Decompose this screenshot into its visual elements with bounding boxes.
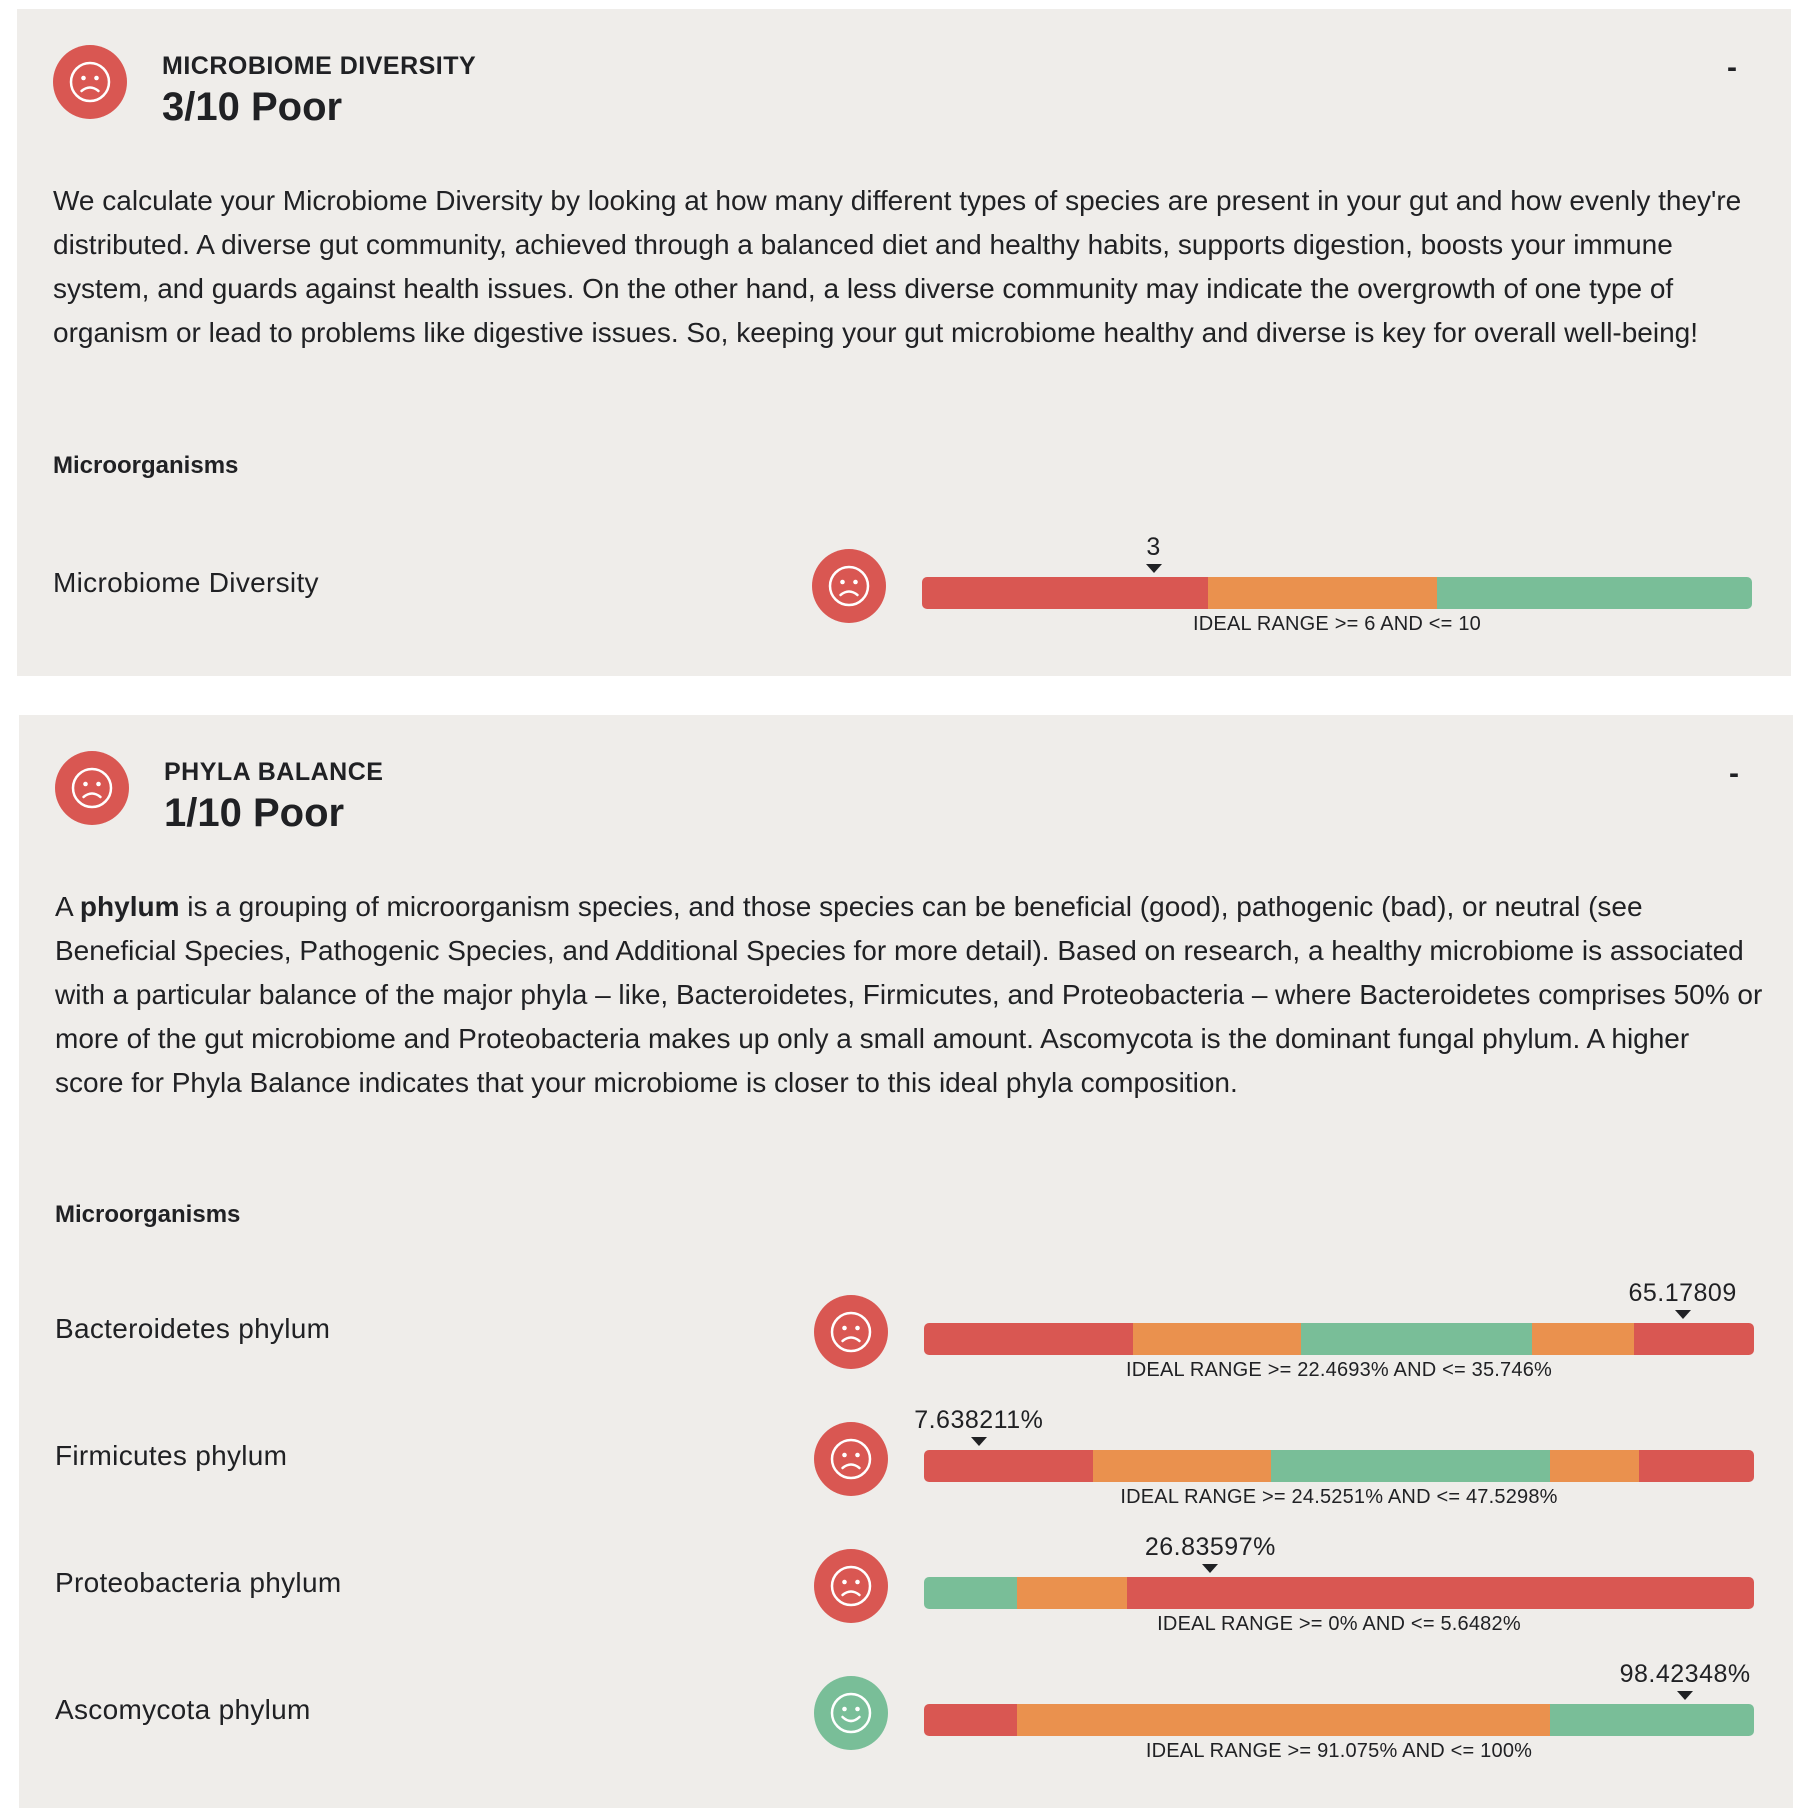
microbiome-diversity-card: MICROBIOME DIVERSITY 3/10 Poor - We calc… — [17, 9, 1791, 676]
marker-value: 26.83597% — [1144, 1533, 1276, 1561]
section-description: A phylum is a grouping of microorganism … — [55, 885, 1765, 1105]
marker-value: 65.17809 — [1628, 1279, 1737, 1307]
ideal-range: IDEAL RANGE >= 22.4693% AND <= 35.746% — [1126, 1359, 1552, 1381]
microorganisms-heading: Microorganisms — [55, 1201, 241, 1228]
marker-arrow — [970, 1437, 987, 1446]
section-score: 3/10 Poor — [162, 85, 343, 129]
range-segment-poor — [1633, 1323, 1754, 1355]
sad-face-icon — [53, 45, 127, 119]
range-bar — [924, 1323, 1754, 1355]
range-bar — [924, 1704, 1754, 1736]
sad-face-icon — [812, 549, 886, 623]
sad-face-icon — [814, 1549, 888, 1623]
marker-arrow — [1202, 1564, 1219, 1573]
range-segment-poor — [924, 1323, 1134, 1355]
range-segment-mid — [1531, 1323, 1634, 1355]
description-bold-term: phylum — [79, 891, 180, 922]
sad-face-icon — [814, 1295, 888, 1369]
microorganisms-heading: Microorganisms — [53, 452, 239, 479]
range-segment-poor — [924, 1704, 1017, 1736]
collapse-button[interactable]: - — [1727, 51, 1737, 84]
section-description: We calculate your Microbiome Diversity b… — [53, 185, 1742, 348]
ideal-range: IDEAL RANGE >= 24.5251% AND <= 47.5298% — [1120, 1486, 1558, 1508]
marker-value: 3 — [1146, 533, 1161, 561]
range-segment-good — [1436, 577, 1752, 609]
section-score: 1/10 Poor — [164, 791, 345, 835]
range-segment-mid — [1016, 1577, 1128, 1609]
range-segment-good — [1270, 1450, 1550, 1482]
range-segment-good — [924, 1577, 1017, 1609]
ideal-range: IDEAL RANGE >= 91.075% AND <= 100% — [1145, 1740, 1533, 1762]
range-segment-good — [1300, 1323, 1532, 1355]
phyla-balance-card: PHYLA BALANCE 1/10 Poor - A phylum is a … — [19, 715, 1793, 1808]
range-segment-mid — [1549, 1450, 1640, 1482]
description-text: is a grouping of microorganism species, … — [55, 891, 1763, 1098]
row-name: Proteobacteria phylum — [55, 1567, 342, 1598]
happy-face-icon — [814, 1676, 888, 1750]
row-name: Microbiome Diversity — [53, 567, 319, 598]
range-segment-mid — [1133, 1323, 1301, 1355]
marker-value: 98.42348% — [1619, 1660, 1751, 1688]
marker-arrow — [1677, 1691, 1694, 1700]
description-lead: A — [55, 891, 80, 922]
sad-face-icon — [55, 751, 129, 825]
range-bar — [924, 1450, 1754, 1482]
range-segment-mid — [1093, 1450, 1271, 1482]
marker-arrow — [1145, 564, 1162, 573]
range-segment-poor — [1127, 1577, 1754, 1609]
range-bar — [922, 577, 1752, 609]
sad-face-icon — [814, 1422, 888, 1496]
range-segment-good — [1549, 1704, 1754, 1736]
section-label: MICROBIOME DIVERSITY — [162, 52, 477, 80]
ideal-range: IDEAL RANGE >= 0% AND <= 5.6482% — [1157, 1613, 1521, 1635]
range-segment-poor — [922, 577, 1208, 609]
marker-arrow — [1674, 1310, 1691, 1319]
range-bar — [924, 1577, 1754, 1609]
marker-value: 7.638211% — [914, 1406, 1044, 1434]
row-name: Firmicutes phylum — [55, 1440, 288, 1471]
range-segment-mid — [1016, 1704, 1550, 1736]
collapse-button[interactable]: - — [1729, 757, 1739, 790]
row-name: Ascomycota phylum — [55, 1694, 311, 1725]
range-segment-poor — [924, 1450, 1094, 1482]
row-name: Bacteroidetes phylum — [55, 1313, 331, 1344]
range-segment-mid — [1207, 577, 1437, 609]
ideal-range: IDEAL RANGE >= 6 AND <= 10 — [1193, 613, 1481, 635]
section-label: PHYLA BALANCE — [164, 758, 384, 786]
range-segment-poor — [1639, 1450, 1754, 1482]
